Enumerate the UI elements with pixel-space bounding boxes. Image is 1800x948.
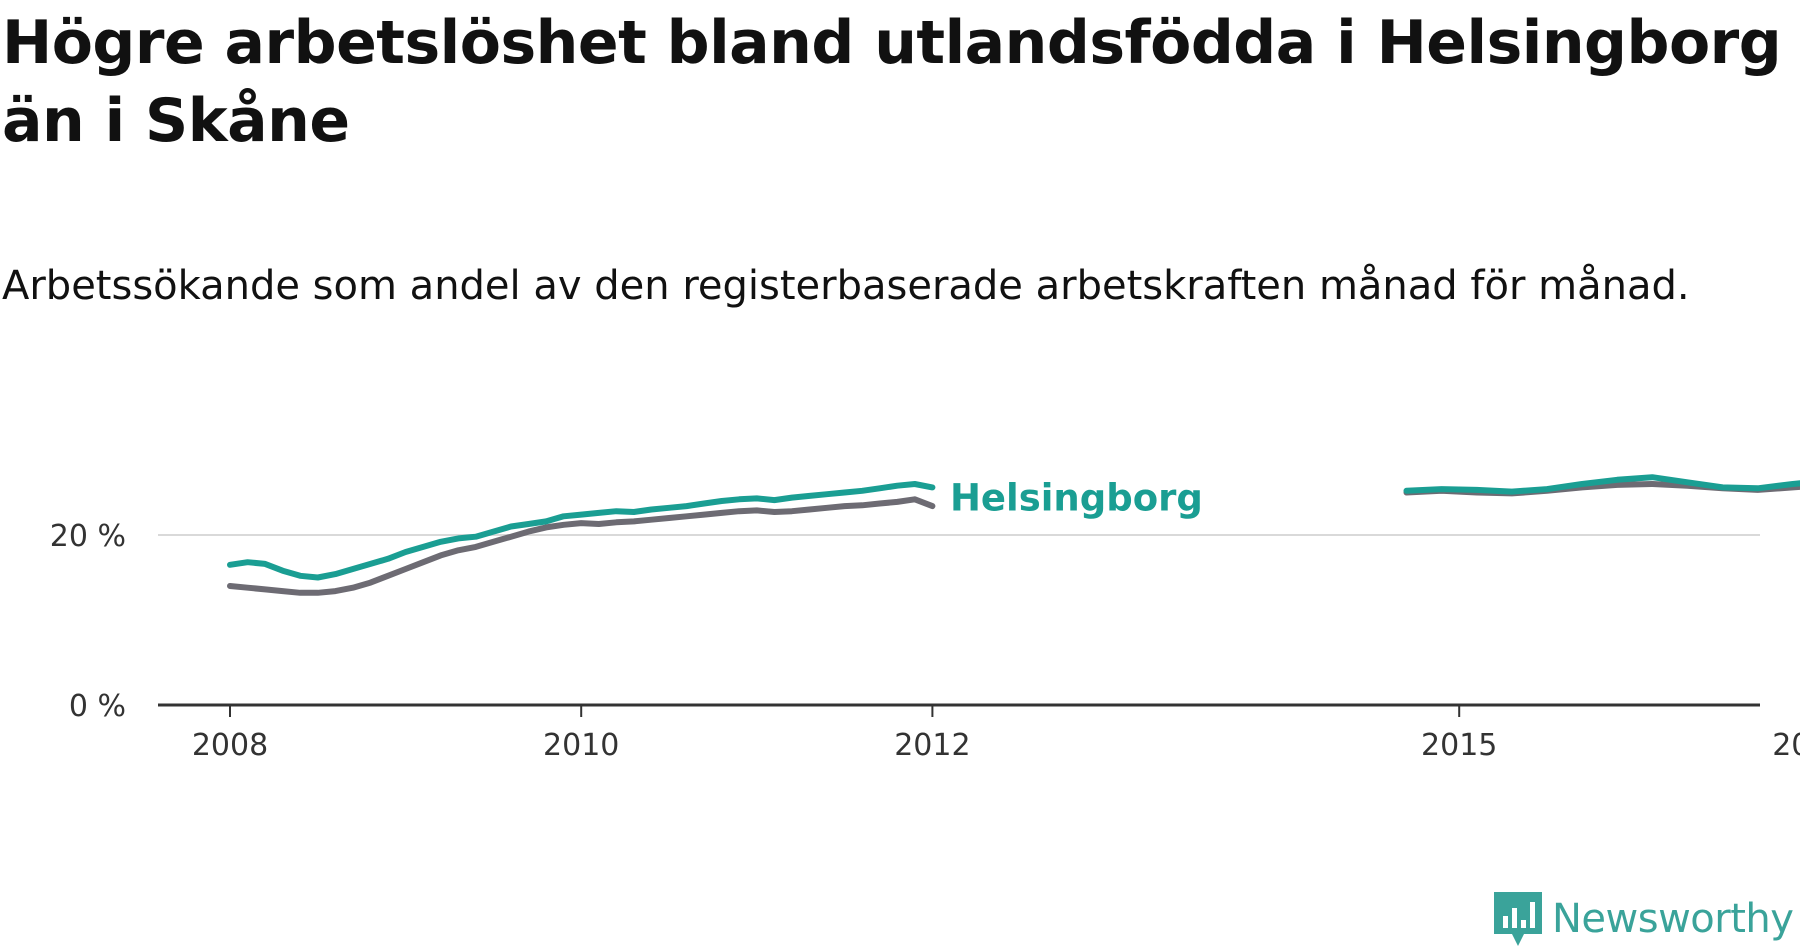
- y-tick-label: 0 %: [69, 689, 126, 724]
- x-tick-label: 2012: [894, 728, 970, 763]
- axes: 0 %20 %20082010201220152017202020222024: [50, 519, 1800, 763]
- series-line-helsingborg-1: [1403, 474, 1800, 495]
- x-tick-label: 2017: [1772, 728, 1800, 763]
- x-tick-label: 2015: [1421, 728, 1497, 763]
- brand-name: Newsworthy: [1552, 896, 1794, 942]
- series-line-helsingborg-0: [227, 481, 936, 581]
- chart-subtitle: Arbetssökande som andel av den registerb…: [2, 263, 1690, 309]
- x-tick-label: 2010: [543, 728, 619, 763]
- x-tick-label: 2008: [192, 728, 268, 763]
- newsworthy-logo-icon: [1494, 892, 1542, 946]
- series-lines: [227, 474, 1800, 596]
- series-line-skåne-0: [227, 496, 936, 596]
- y-tick-label: 20 %: [50, 519, 126, 554]
- chart-title: Högre arbetslöshet bland utlandsfödda i …: [2, 8, 1782, 156]
- labels: HelsingborgSkåne21,6 %18,7 %: [950, 477, 1203, 520]
- brand-logo[interactable]: Newsworthy: [1492, 890, 1794, 948]
- series-label-helsingborg: Helsingborg: [950, 477, 1203, 520]
